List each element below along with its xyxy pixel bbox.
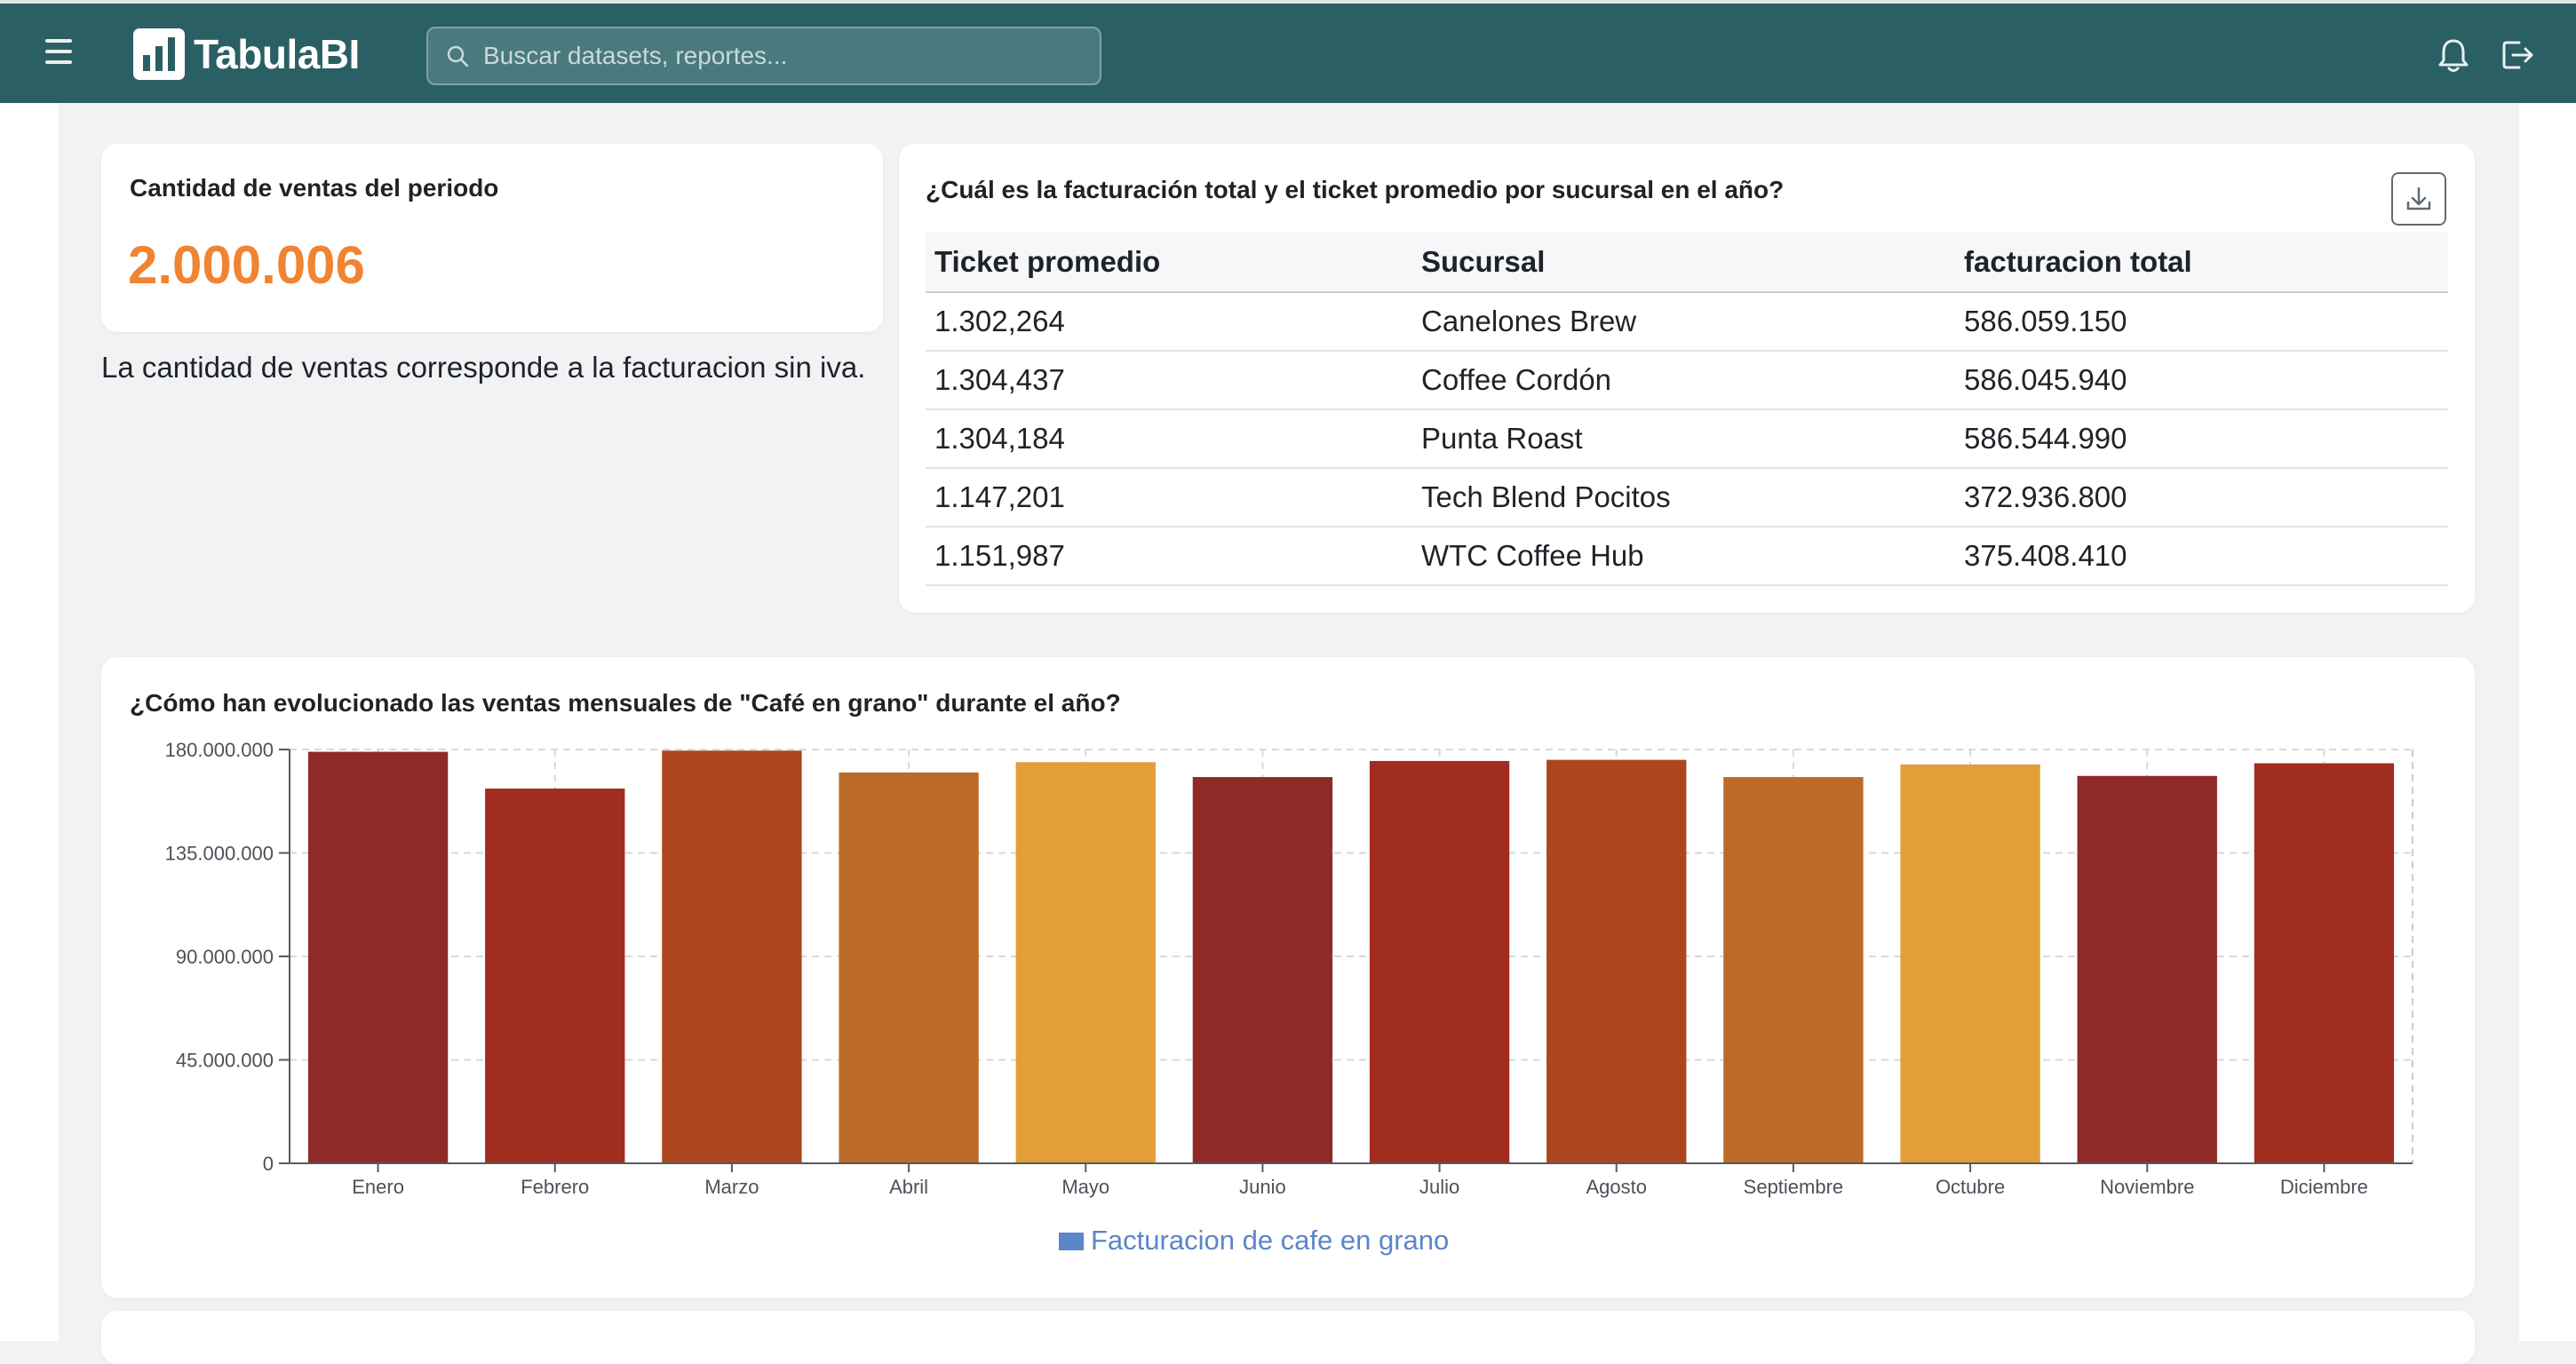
bar-noviembre (2077, 775, 2217, 1163)
next-card (101, 1311, 2475, 1364)
download-icon (2406, 186, 2431, 210)
y-tick-label: 180.000.000 (165, 739, 274, 761)
bar-septiembre (1723, 777, 1864, 1163)
table-row: 1.151,987 WTC Coffee Hub 375.408.410 (926, 527, 2448, 586)
bar-mayo (1015, 762, 1156, 1163)
kpi-note: La cantidad de ventas corresponde a la f… (101, 351, 866, 384)
table-cell: 1.151,987 (926, 527, 1412, 586)
download-button[interactable] (2391, 172, 2446, 226)
bar-marzo (662, 750, 802, 1163)
kpi-card (101, 144, 883, 332)
table-cell: 586.059.150 (1955, 292, 2448, 352)
legend-label: Facturacion de cafe en grano (1091, 1225, 1449, 1256)
bell-icon[interactable] (2436, 36, 2471, 75)
table-cell: Tech Blend Pocitos (1412, 468, 1955, 527)
x-tick-label: Mayo (1061, 1176, 1109, 1198)
table-cell: 1.304,437 (926, 351, 1412, 410)
x-tick-label: Febrero (521, 1176, 589, 1198)
table-cell: 586.045.940 (1955, 351, 2448, 410)
search-input[interactable] (483, 28, 1087, 83)
table-row: 1.304,184 Punta Roast 586.544.990 (926, 409, 2448, 469)
table-row: 1.304,437 Coffee Cordón 586.045.940 (926, 351, 2448, 410)
table-cell: Punta Roast (1412, 409, 1955, 469)
x-tick-label: Octubre (1936, 1176, 2005, 1198)
bar-abril (839, 772, 979, 1163)
column-header-ticket[interactable]: Ticket promedio (926, 233, 1412, 293)
bar-febrero (485, 789, 625, 1163)
kpi-title: Cantidad de ventas del periodo (130, 174, 499, 202)
app-logo-text[interactable]: TabulaBI (194, 31, 360, 77)
x-tick-label: Marzo (704, 1176, 759, 1198)
table-cell: 375.408.410 (1955, 527, 2448, 586)
window-frame-left (0, 0, 59, 1341)
table-cell: 1.147,201 (926, 468, 1412, 527)
table-header-row: Ticket promedio Sucursal facturacion tot… (926, 233, 2448, 293)
branch-table: Ticket promedio Sucursal facturacion tot… (926, 233, 2448, 586)
table-cell: 1.304,184 (926, 409, 1412, 469)
bar-junio (1192, 777, 1333, 1163)
y-tick-label: 45.000.000 (176, 1050, 274, 1072)
legend-swatch (1059, 1233, 1084, 1250)
search-bar[interactable] (426, 27, 1101, 85)
x-tick-label: Noviembre (2100, 1176, 2194, 1198)
top-navbar: TabulaBI (0, 0, 2576, 103)
x-tick-label: Junio (1239, 1176, 1286, 1198)
table-cell: Canelones Brew (1412, 292, 1955, 352)
bar-agosto (1546, 759, 1687, 1163)
table-cell: Coffee Cordón (1412, 351, 1955, 410)
search-icon (447, 45, 469, 67)
menu-icon[interactable] (39, 39, 78, 71)
chart-title: ¿Cómo han evolucionado las ventas mensua… (130, 689, 1121, 717)
table-row: 1.147,201 Tech Blend Pocitos 372.936.800 (926, 468, 2448, 527)
y-tick-label: 135.000.000 (165, 843, 274, 865)
branch-table-title: ¿Cuál es la facturación total y el ticke… (926, 176, 1785, 203)
logout-icon[interactable] (2500, 36, 2535, 75)
y-tick-label: 90.000.000 (176, 946, 274, 968)
table-cell: 1.302,264 (926, 292, 1412, 352)
bar-julio (1369, 760, 1510, 1163)
bar-enero (307, 751, 449, 1163)
bar-chart-logo-icon[interactable] (133, 28, 185, 80)
column-header-sucursal[interactable]: Sucursal (1412, 233, 1955, 293)
table-cell: WTC Coffee Hub (1412, 527, 1955, 586)
bar-octubre (1900, 764, 2040, 1163)
x-tick-label: Enero (352, 1176, 404, 1198)
table-row: 1.302,264 Canelones Brew 586.059.150 (926, 292, 2448, 352)
table-cell: 372.936.800 (1955, 468, 2448, 527)
x-tick-label: Septiembre (1744, 1176, 1844, 1198)
table-cell: 586.544.990 (1955, 409, 2448, 469)
x-tick-label: Abril (889, 1176, 928, 1198)
bar-diciembre (2254, 763, 2395, 1163)
x-tick-label: Julio (1419, 1176, 1459, 1198)
x-tick-label: Agosto (1586, 1176, 1648, 1198)
y-tick-label: 0 (263, 1153, 274, 1175)
x-tick-label: Diciembre (2280, 1176, 2368, 1198)
window-frame-right (2519, 103, 2576, 1341)
column-header-facturacion[interactable]: facturacion total (1955, 233, 2448, 293)
kpi-value: 2.000.006 (128, 235, 365, 295)
